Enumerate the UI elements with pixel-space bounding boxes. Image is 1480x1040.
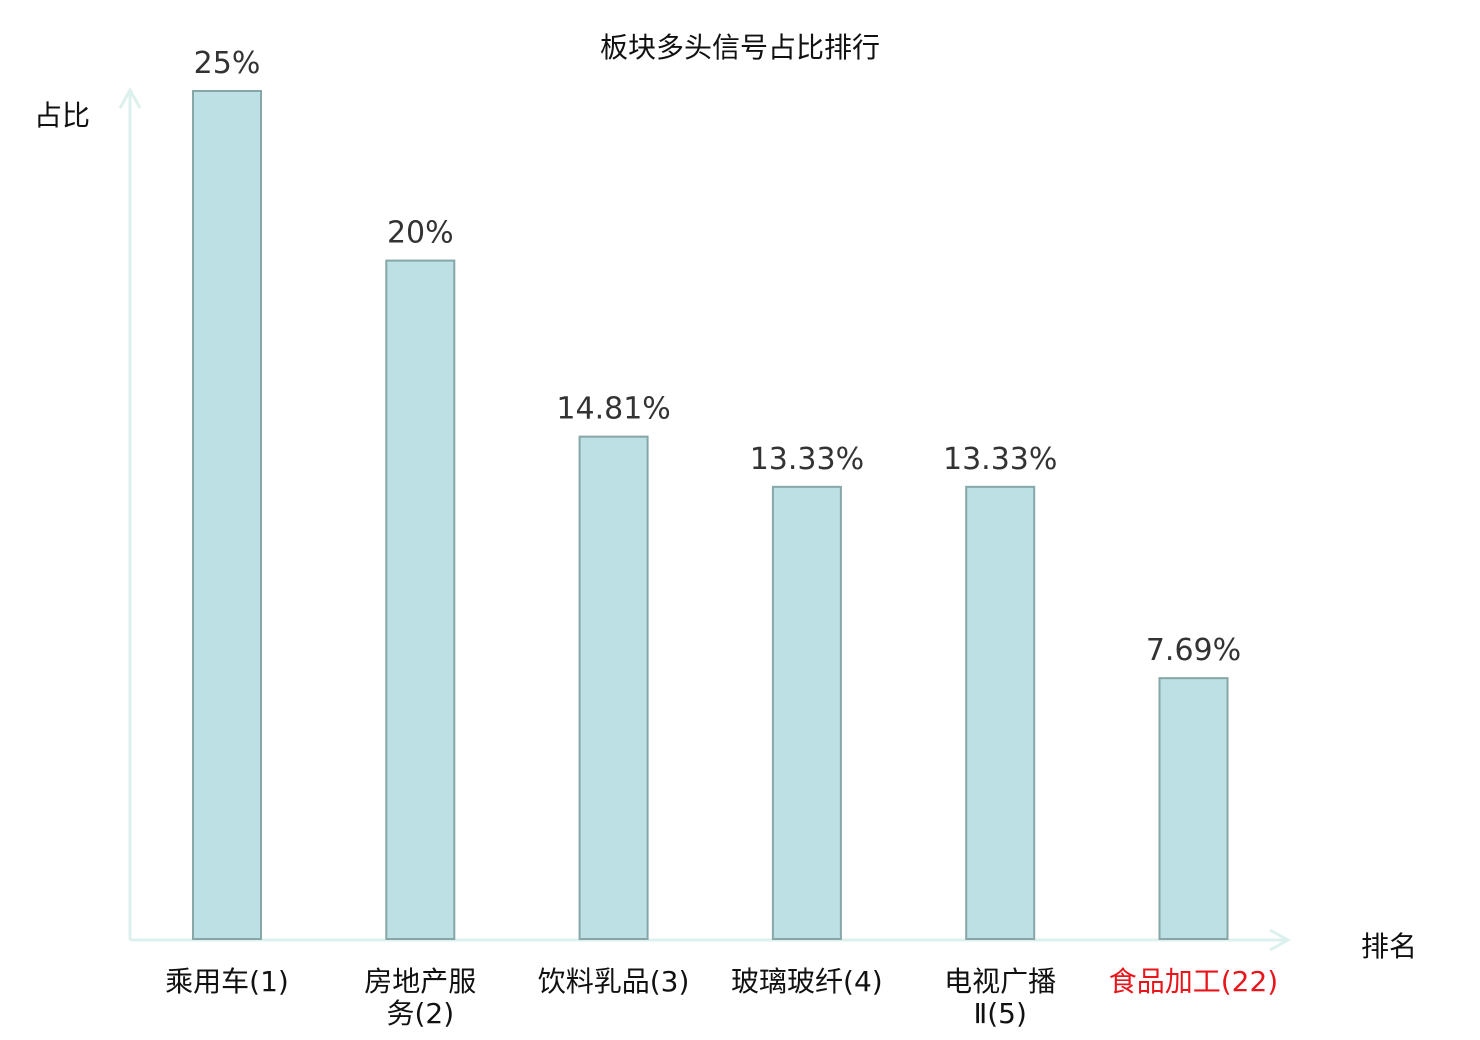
y-axis-arrow-icon xyxy=(118,86,142,109)
bar xyxy=(385,259,456,941)
y-axis-label: 占比 xyxy=(34,99,91,132)
chart-title: 板块多头信号占比排行 xyxy=(599,31,880,64)
axes xyxy=(118,86,1292,952)
bar xyxy=(1158,677,1229,940)
x-axis-label: 排名 xyxy=(1361,930,1418,963)
value-labels: 25% 20% 14.81% 13.33% 13.33% 7.69% xyxy=(194,46,1242,668)
value-label: 13.33% xyxy=(750,442,864,477)
x-tick-label: 玻璃玻纤(4) xyxy=(731,965,883,998)
bar xyxy=(578,435,649,940)
x-tick-label: 电视广播 Ⅱ(5) xyxy=(944,965,1057,1030)
value-label: 14.81% xyxy=(556,392,670,427)
x-axis-arrow-icon xyxy=(1269,928,1292,952)
x-tick-label: 食品加工(22) xyxy=(1108,965,1279,998)
bar xyxy=(771,485,842,940)
value-label: 13.33% xyxy=(943,442,1057,477)
value-label: 7.69% xyxy=(1146,633,1241,668)
x-tick-label: 饮料乳品(3) xyxy=(537,965,690,998)
value-label: 20% xyxy=(387,216,454,251)
bars xyxy=(192,90,1229,941)
bar xyxy=(965,485,1036,940)
x-tick-label: 房地产服 务(2) xyxy=(364,965,477,1030)
bar xyxy=(192,90,262,940)
value-label: 25% xyxy=(194,46,261,81)
x-tick-label: 乘用车(1) xyxy=(165,965,289,998)
